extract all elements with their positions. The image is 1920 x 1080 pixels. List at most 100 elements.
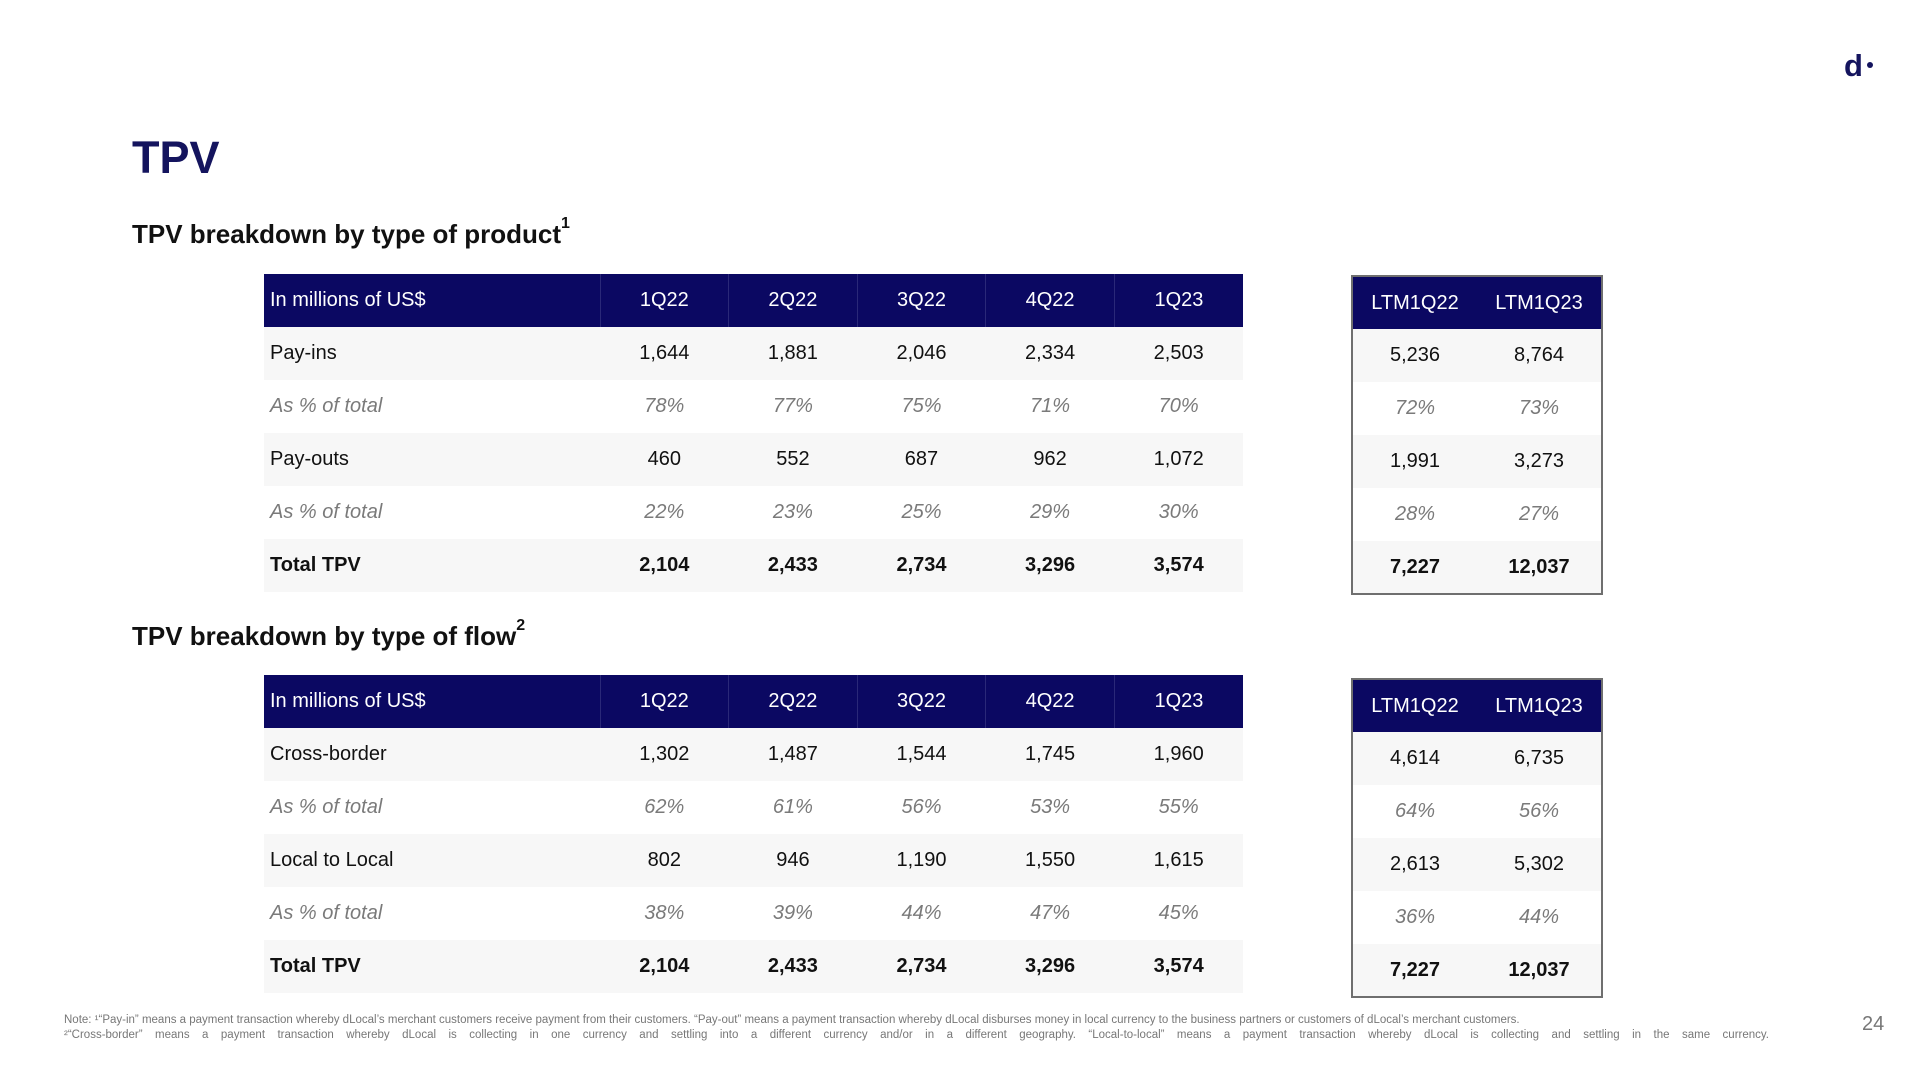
cell-value: 802 xyxy=(600,834,729,887)
cell-value: 3,296 xyxy=(985,539,1115,592)
cell-value: 77% xyxy=(772,395,813,417)
header-quarter: 1Q23 xyxy=(1114,274,1243,327)
footnote-line-1: Note: ¹“Pay-in” means a payment transact… xyxy=(64,1014,1520,1026)
table-row: As % of total 78% 77% 75% 71% 70% xyxy=(264,380,1243,433)
cell-value: 1,615 xyxy=(1114,834,1243,887)
header-quarter: 1Q22 xyxy=(600,675,730,728)
cell-value: 44% xyxy=(1518,906,1560,928)
cell-value: 3,574 xyxy=(1114,940,1243,993)
cell-value: 2,734 xyxy=(857,940,986,993)
cell-value: 8,764 xyxy=(1477,329,1602,382)
header-quarter: 3Q22 xyxy=(857,274,987,327)
cell-value: 1,644 xyxy=(600,327,729,380)
header-ltm: LTM1Q22 xyxy=(1352,276,1477,329)
table-row: 36% 44% xyxy=(1352,891,1602,944)
cell-value: 73% xyxy=(1518,397,1560,419)
cell-value: 5,236 xyxy=(1352,329,1477,382)
cell-value: 5,302 xyxy=(1477,838,1602,891)
header-quarter: 1Q22 xyxy=(600,274,730,327)
page-number: 24 xyxy=(1862,1013,1885,1035)
header-quarter: 4Q22 xyxy=(985,274,1115,327)
cell-value: 23% xyxy=(772,501,813,523)
table-header-row: In millions of US$ 1Q22 2Q22 3Q22 4Q22 1… xyxy=(264,675,1243,728)
cell-value: 962 xyxy=(985,433,1115,486)
header-ltm: LTM1Q22 xyxy=(1352,679,1477,732)
cell-value: 12,037 xyxy=(1477,541,1602,594)
header-quarter: 1Q23 xyxy=(1114,675,1243,728)
header-units: In millions of US$ xyxy=(264,675,601,728)
table-header-row: LTM1Q22 LTM1Q23 xyxy=(1352,679,1602,732)
row-label: Total TPV xyxy=(264,539,600,592)
cell-value: 1,745 xyxy=(985,728,1115,781)
cell-value: 64% xyxy=(1394,800,1436,822)
header-quarter: 3Q22 xyxy=(857,675,987,728)
cell-value: 2,433 xyxy=(728,940,858,993)
table-row: As % of total 22% 23% 25% 29% 30% xyxy=(264,486,1243,539)
cell-value: 6,735 xyxy=(1477,732,1602,785)
cell-value: 3,273 xyxy=(1477,435,1602,488)
header-quarter: 4Q22 xyxy=(985,675,1115,728)
table-row-total: Total TPV 2,104 2,433 2,734 3,296 3,574 xyxy=(264,539,1243,592)
cell-value: 2,734 xyxy=(857,539,986,592)
table-row: Local to Local 802 946 1,190 1,550 1,615 xyxy=(264,834,1243,887)
cell-value: 1,190 xyxy=(857,834,986,887)
page-title: TPV xyxy=(132,132,220,183)
table-header-row: LTM1Q22 LTM1Q23 xyxy=(1352,276,1602,329)
cell-value: 56% xyxy=(901,796,942,818)
cell-value: 2,613 xyxy=(1352,838,1477,891)
cell-value: 36% xyxy=(1394,906,1436,928)
cell-value: 2,433 xyxy=(728,539,858,592)
logo-letter: d xyxy=(1844,48,1863,83)
header-ltm: LTM1Q23 xyxy=(1477,679,1602,732)
table-row-total: 7,227 12,037 xyxy=(1352,944,1602,997)
product-quarterly-table: In millions of US$ 1Q22 2Q22 3Q22 4Q22 1… xyxy=(264,274,1243,592)
cell-value: 687 xyxy=(857,433,986,486)
cell-value: 53% xyxy=(1030,796,1071,818)
cell-value: 1,487 xyxy=(728,728,858,781)
cell-value: 47% xyxy=(1030,902,1071,924)
table-row: Pay-outs 460 552 687 962 1,072 xyxy=(264,433,1243,486)
cell-value: 1,302 xyxy=(600,728,729,781)
cell-value: 2,104 xyxy=(600,940,729,993)
row-label: Pay-ins xyxy=(264,327,600,380)
cell-value: 28% xyxy=(1394,503,1436,525)
table-row: Pay-ins 1,644 1,881 2,046 2,334 2,503 xyxy=(264,327,1243,380)
cell-value: 2,503 xyxy=(1114,327,1243,380)
row-label: Local to Local xyxy=(264,834,600,887)
table-row: As % of total 38% 39% 44% 47% 45% xyxy=(264,887,1243,940)
cell-value: 1,072 xyxy=(1114,433,1243,486)
row-label: Total TPV xyxy=(264,940,600,993)
cell-value: 44% xyxy=(901,902,942,924)
table-row: As % of total 62% 61% 56% 53% 55% xyxy=(264,781,1243,834)
flow-section-title-text: TPV breakdown by type of flow xyxy=(132,621,517,651)
header-quarter: 2Q22 xyxy=(728,675,858,728)
table-row-total: 7,227 12,037 xyxy=(1352,541,1602,594)
cell-value: 7,227 xyxy=(1352,944,1477,997)
footnote-line-2: ²“Cross-border” means a payment transact… xyxy=(64,1029,1769,1041)
row-label: As % of total xyxy=(270,501,383,523)
cell-value: 1,881 xyxy=(728,327,858,380)
product-footnote-marker: 1 xyxy=(561,215,570,232)
cell-value: 946 xyxy=(728,834,858,887)
product-section-title: TPV breakdown by type of product1 xyxy=(132,215,570,250)
flow-ltm-table: LTM1Q22 LTM1Q23 4,614 6,735 64% 56% 2,61… xyxy=(1351,678,1603,998)
footnote: Note: ¹“Pay-in” means a payment transact… xyxy=(64,1013,1769,1043)
cell-value: 25% xyxy=(901,501,942,523)
cell-value: 71% xyxy=(1030,395,1071,417)
company-logo: d xyxy=(1844,48,1873,84)
table-row: 4,614 6,735 xyxy=(1352,732,1602,785)
cell-value: 4,614 xyxy=(1352,732,1477,785)
cell-value: 7,227 xyxy=(1352,541,1477,594)
row-label: Pay-outs xyxy=(264,433,600,486)
cell-value: 70% xyxy=(1158,395,1199,417)
flow-section-title: TPV breakdown by type of flow2 xyxy=(132,617,525,652)
table-row: 1,991 3,273 xyxy=(1352,435,1602,488)
cell-value: 3,574 xyxy=(1114,539,1243,592)
table-row: 5,236 8,764 xyxy=(1352,329,1602,382)
cell-value: 61% xyxy=(772,796,813,818)
cell-value: 55% xyxy=(1158,796,1199,818)
cell-value: 38% xyxy=(644,902,685,924)
cell-value: 22% xyxy=(644,501,685,523)
cell-value: 27% xyxy=(1518,503,1560,525)
cell-value: 2,334 xyxy=(985,327,1115,380)
